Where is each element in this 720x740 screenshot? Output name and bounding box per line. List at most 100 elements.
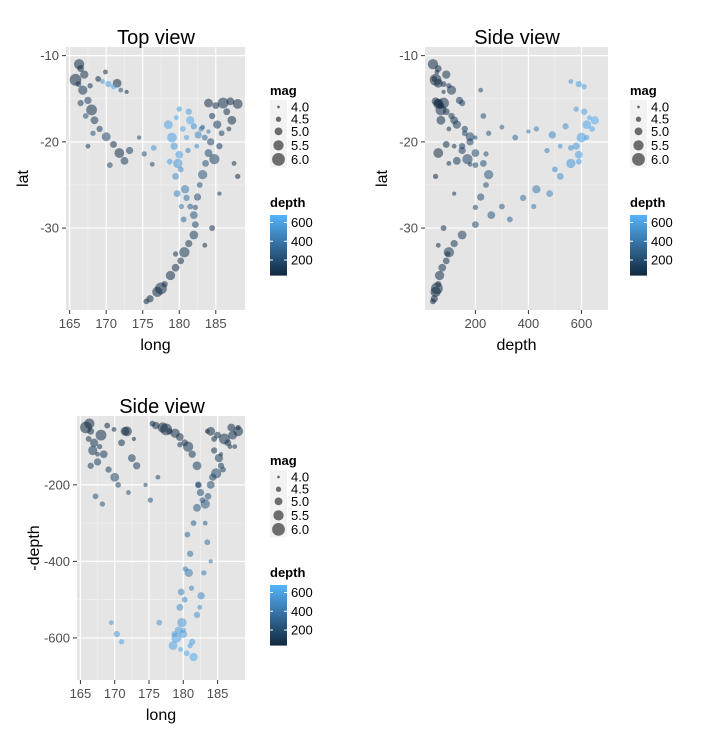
legend-mag-label: 6.0 bbox=[651, 152, 669, 167]
legend-colorbar-segment bbox=[630, 265, 647, 268]
data-point bbox=[88, 445, 98, 456]
data-point bbox=[170, 142, 178, 150]
legend-depth-label: 400 bbox=[291, 234, 313, 249]
legend-colorbar-segment bbox=[270, 587, 287, 590]
data-point bbox=[87, 83, 93, 89]
data-point bbox=[478, 87, 484, 93]
data-point bbox=[186, 550, 194, 557]
data-point bbox=[170, 428, 180, 438]
data-point bbox=[85, 436, 92, 442]
data-point bbox=[90, 116, 99, 125]
data-point bbox=[226, 126, 232, 132]
legend-colorbar-segment bbox=[270, 215, 287, 218]
data-point bbox=[184, 531, 191, 538]
data-point bbox=[217, 97, 229, 109]
data-point bbox=[590, 116, 599, 125]
data-point bbox=[131, 436, 137, 442]
data-point bbox=[77, 99, 84, 107]
data-point bbox=[444, 251, 451, 257]
data-point bbox=[103, 69, 108, 75]
data-point bbox=[192, 204, 198, 211]
legend-colorbar-segment bbox=[270, 593, 287, 596]
data-point bbox=[582, 120, 592, 130]
legend-colorbar-segment bbox=[630, 229, 647, 232]
legend-colorbar-segment bbox=[630, 263, 647, 266]
data-point bbox=[74, 59, 85, 70]
data-point bbox=[552, 166, 558, 173]
data-point bbox=[486, 130, 492, 136]
data-point bbox=[165, 270, 176, 281]
data-point bbox=[471, 221, 479, 229]
legend-colorbar-segment bbox=[630, 255, 647, 258]
legend-colorbar-segment bbox=[270, 625, 287, 628]
legend-colorbar-segment bbox=[270, 271, 287, 274]
x-axis-label: long bbox=[146, 707, 176, 724]
data-point bbox=[548, 131, 556, 139]
data-point bbox=[167, 132, 177, 143]
data-point bbox=[183, 650, 190, 657]
legend-colorbar-segment bbox=[630, 233, 647, 236]
legend-colorbar-segment bbox=[270, 615, 287, 618]
data-point bbox=[427, 59, 439, 70]
legend-mag-symbol bbox=[272, 523, 285, 536]
data-point bbox=[188, 585, 195, 591]
legend-colorbar-segment bbox=[270, 239, 287, 242]
data-point bbox=[223, 108, 231, 116]
data-point bbox=[575, 80, 582, 88]
legend-depth-label: 600 bbox=[291, 585, 313, 600]
data-point bbox=[136, 135, 142, 140]
data-point bbox=[141, 151, 147, 157]
data-point bbox=[581, 84, 587, 90]
data-point bbox=[100, 79, 105, 84]
data-point bbox=[544, 147, 550, 154]
data-point bbox=[108, 620, 114, 626]
data-point bbox=[127, 454, 136, 462]
legend-colorbar-segment bbox=[270, 637, 287, 640]
data-point bbox=[173, 115, 179, 121]
data-point bbox=[206, 426, 216, 436]
data-point bbox=[208, 112, 216, 120]
data-point bbox=[235, 424, 241, 431]
legend-colorbar-segment bbox=[630, 215, 647, 218]
data-point bbox=[526, 129, 531, 134]
legend-colorbar-segment bbox=[630, 223, 647, 226]
data-point bbox=[589, 126, 595, 132]
legend-depth-label: 400 bbox=[291, 604, 313, 619]
legend-colorbar-segment bbox=[630, 239, 647, 242]
x-tick-label: 600 bbox=[571, 316, 593, 331]
legend-colorbar-segment bbox=[630, 225, 647, 228]
legend-mag-symbol bbox=[632, 153, 645, 166]
legend-colorbar-segment bbox=[630, 231, 647, 234]
legend-colorbar-segment bbox=[270, 269, 287, 272]
data-point bbox=[177, 617, 187, 628]
data-point bbox=[193, 611, 201, 619]
x-tick-label: 180 bbox=[168, 316, 190, 331]
data-point bbox=[441, 89, 446, 94]
legend-mag-symbol bbox=[275, 486, 282, 492]
x-tick-label: 175 bbox=[132, 316, 154, 331]
data-point bbox=[149, 420, 156, 427]
data-point bbox=[231, 161, 237, 166]
x-axis-label: long bbox=[140, 337, 170, 354]
data-point bbox=[204, 492, 212, 500]
legend-depth-label: 600 bbox=[651, 215, 673, 230]
legend-colorbar-segment bbox=[270, 627, 287, 630]
data-point bbox=[232, 99, 243, 109]
data-points bbox=[69, 59, 243, 305]
data-point bbox=[483, 151, 489, 157]
data-point bbox=[177, 442, 183, 448]
x-tick-label: 165 bbox=[70, 686, 92, 701]
data-point bbox=[80, 70, 89, 79]
data-point bbox=[451, 143, 457, 149]
x-tick-label: 165 bbox=[59, 316, 81, 331]
x-tick-label: 185 bbox=[207, 686, 229, 701]
legend-colorbar-segment bbox=[270, 273, 287, 276]
data-point bbox=[484, 169, 494, 180]
data-point bbox=[457, 230, 467, 240]
plot-background bbox=[66, 47, 245, 310]
data-point bbox=[173, 190, 181, 197]
data-point bbox=[192, 461, 202, 471]
data-point bbox=[177, 257, 185, 265]
data-point bbox=[430, 298, 436, 305]
data-point bbox=[84, 96, 92, 105]
